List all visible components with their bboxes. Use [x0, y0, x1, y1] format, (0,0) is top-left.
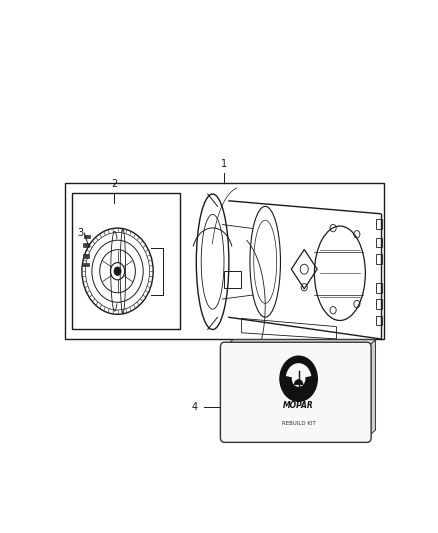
- Bar: [83, 243, 88, 247]
- Circle shape: [293, 372, 305, 386]
- Bar: [375, 282, 382, 293]
- Bar: [375, 219, 382, 229]
- Polygon shape: [367, 340, 375, 438]
- FancyBboxPatch shape: [220, 342, 371, 442]
- Circle shape: [114, 267, 121, 276]
- Bar: [375, 299, 382, 309]
- Circle shape: [280, 356, 317, 401]
- Bar: [224, 271, 241, 288]
- Text: 4: 4: [191, 402, 197, 411]
- Bar: [72, 193, 180, 329]
- Bar: [84, 235, 90, 238]
- Bar: [375, 316, 382, 325]
- Bar: [83, 263, 88, 266]
- Text: REBUILD KIT: REBUILD KIT: [282, 422, 315, 426]
- Bar: [65, 183, 384, 339]
- Bar: [83, 254, 88, 257]
- Text: 2: 2: [111, 179, 117, 189]
- Text: 3: 3: [77, 228, 83, 238]
- Text: MOPAR: MOPAR: [283, 401, 314, 410]
- Bar: [375, 238, 382, 247]
- Text: 1: 1: [222, 159, 227, 168]
- Polygon shape: [224, 340, 375, 347]
- Bar: [375, 254, 382, 264]
- Wedge shape: [294, 379, 304, 385]
- Wedge shape: [286, 363, 311, 379]
